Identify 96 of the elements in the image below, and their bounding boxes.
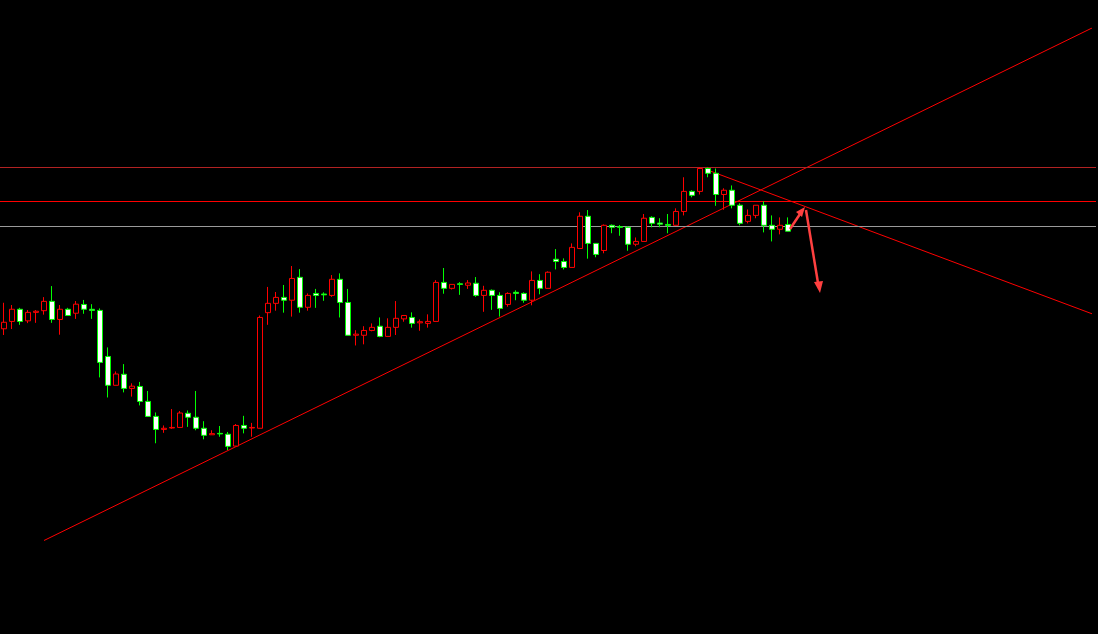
candlestick xyxy=(553,248,559,270)
candlestick xyxy=(281,284,287,314)
candlestick xyxy=(697,166,703,195)
candlestick xyxy=(177,410,183,428)
candlestick xyxy=(641,213,647,242)
candlestick xyxy=(73,300,79,320)
candlestick xyxy=(49,285,55,324)
candlestick xyxy=(673,207,679,226)
candlestick xyxy=(569,242,575,268)
candlestick xyxy=(97,307,103,378)
candlestick xyxy=(9,304,15,330)
candlestick xyxy=(33,309,39,324)
candlestick xyxy=(609,223,615,234)
candlestick xyxy=(89,303,95,320)
candlestick xyxy=(505,291,511,308)
candlestick xyxy=(777,216,783,235)
candlestick xyxy=(561,257,567,270)
candlestick xyxy=(257,314,263,429)
candlestick xyxy=(465,279,471,290)
candlestick xyxy=(321,291,327,302)
candlestick xyxy=(121,363,127,393)
candlestick xyxy=(537,273,543,295)
candlestick xyxy=(769,214,775,242)
candlestick xyxy=(41,296,47,316)
candlestick xyxy=(513,289,519,301)
candlestick xyxy=(593,242,599,258)
candlestick xyxy=(705,166,711,178)
candlestick xyxy=(153,411,159,444)
candlestick xyxy=(433,279,439,322)
candlestick xyxy=(393,300,399,336)
candlestick xyxy=(273,291,279,312)
candlestick xyxy=(65,307,71,316)
candlestick xyxy=(713,167,719,207)
candlestick xyxy=(657,217,663,228)
candlestick xyxy=(185,409,191,428)
candlestick xyxy=(649,215,655,228)
candlestick xyxy=(753,204,759,219)
candlestick xyxy=(473,276,479,298)
candlestick xyxy=(401,314,407,323)
candlestick xyxy=(81,299,87,315)
candlestick xyxy=(225,431,231,451)
candlestick xyxy=(145,390,151,417)
candlestick xyxy=(617,224,623,237)
candlestick xyxy=(457,281,463,296)
candlestick xyxy=(601,223,607,254)
candlestick xyxy=(449,283,455,290)
candlestick xyxy=(193,390,199,431)
candlestick xyxy=(353,329,359,346)
candlestick xyxy=(289,265,295,318)
candlestick xyxy=(529,270,535,306)
candlestick xyxy=(265,286,271,326)
candlestick xyxy=(241,415,247,434)
candlestick xyxy=(57,304,63,336)
candlestick xyxy=(625,225,631,252)
candlestick xyxy=(745,208,751,224)
candlestick xyxy=(17,307,23,326)
candlestick xyxy=(161,424,167,434)
candlestick xyxy=(169,408,175,430)
candlestick xyxy=(409,311,415,329)
candlestick xyxy=(377,316,383,338)
candlestick xyxy=(201,420,207,440)
candlestick xyxy=(441,267,447,295)
candlestick xyxy=(217,425,223,438)
candlestick xyxy=(113,370,119,386)
candlestick xyxy=(385,317,391,337)
candlestick xyxy=(521,291,527,304)
candlestick xyxy=(633,236,639,247)
candlestick xyxy=(25,309,31,324)
candlestick xyxy=(105,346,111,398)
candlestick xyxy=(689,189,695,198)
candlestick xyxy=(481,285,487,313)
candlestick xyxy=(577,211,583,250)
candlestick xyxy=(329,274,335,298)
candlestick xyxy=(345,288,351,336)
candlestick xyxy=(729,184,735,209)
candlestick xyxy=(585,209,591,260)
candlestick xyxy=(129,382,135,398)
candlestick xyxy=(489,288,495,311)
candlestick xyxy=(249,422,255,438)
candlestick xyxy=(297,268,303,314)
candlestick xyxy=(137,381,143,406)
candlestick xyxy=(665,213,671,234)
candlestick xyxy=(545,270,551,289)
candlestick xyxy=(369,322,375,332)
candlestick xyxy=(1,302,7,336)
candlestick xyxy=(361,325,367,345)
candlestick xyxy=(761,200,767,233)
candlestick xyxy=(313,288,319,309)
candlestick xyxy=(233,423,239,447)
candlestick xyxy=(337,272,343,318)
candlestick xyxy=(209,429,215,436)
candlestick xyxy=(417,318,423,332)
candlestick xyxy=(737,202,743,226)
candlestick xyxy=(425,313,431,329)
candlestick xyxy=(497,291,503,318)
candlestick xyxy=(305,292,311,312)
